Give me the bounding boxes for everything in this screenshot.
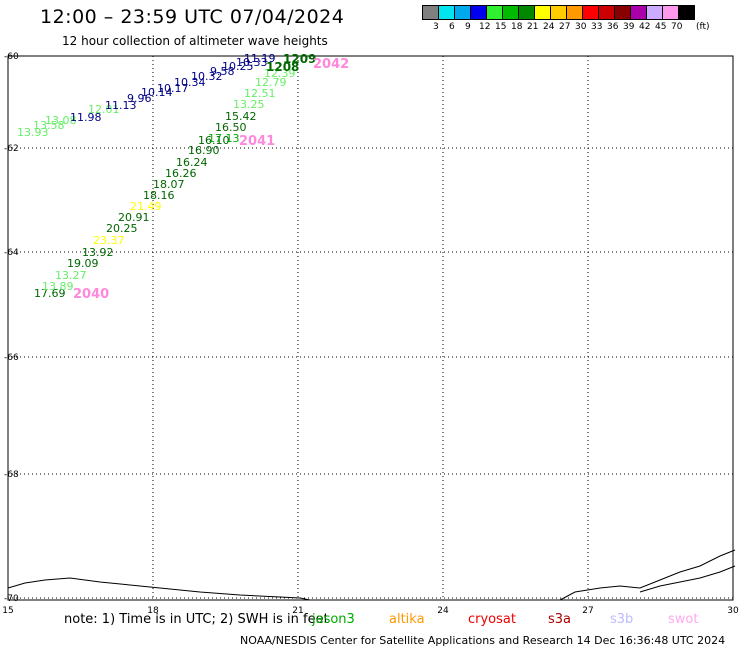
wave-height-label: 13.27 xyxy=(55,269,87,282)
y-tick-label: -68 xyxy=(4,470,19,480)
wave-height-label: 16.90 xyxy=(188,144,220,157)
wave-height-label: 10.14 xyxy=(141,86,173,99)
map-title: 12:00 – 23:59 UTC 07/04/2024 xyxy=(40,6,345,28)
legend-label: 70 xyxy=(671,22,683,32)
wave-height-label: 10.17 xyxy=(157,82,189,95)
x-tick-label: 27 xyxy=(582,606,593,616)
y-tick-label: -64 xyxy=(4,248,19,258)
wave-height-label: 1208 xyxy=(266,60,299,74)
satellite-tracks: 17.6913.8913.2719.0913.9223.3720.2520.91… xyxy=(17,52,349,302)
legend-label: 45 xyxy=(655,22,667,32)
track-id-label: 2040 xyxy=(73,287,109,302)
track-id-label: 2041 xyxy=(239,134,275,149)
coastline-fragment xyxy=(639,565,736,593)
map-frame xyxy=(7,55,734,601)
wave-height-label: 13.92 xyxy=(82,246,114,259)
legend-swatches xyxy=(422,5,695,20)
legend-label: 30 xyxy=(575,22,587,32)
wave-height-label: 23.37 xyxy=(93,234,125,247)
wave-height-label: 10.33 xyxy=(236,56,268,69)
wave-height-label: 18.16 xyxy=(143,189,175,202)
satellite-s3b: s3b xyxy=(610,612,634,627)
wave-height-label: 16.24 xyxy=(176,156,208,169)
antarctic-coastline-east xyxy=(559,549,736,601)
legend-label: 18 xyxy=(511,22,523,32)
legend-label: 15 xyxy=(495,22,507,32)
wave-height-label: 9.58 xyxy=(210,65,235,78)
wave-height-label: 19.09 xyxy=(67,257,99,270)
track-2042: 13.9313.5813.0812.0111.9811.139.9610.141… xyxy=(17,52,349,139)
y-tick-label: -70 xyxy=(4,594,19,604)
wave-height-label: 9.96 xyxy=(127,92,152,105)
y-tick-label: -60 xyxy=(4,52,19,62)
x-tick-label: 18 xyxy=(147,606,159,616)
legend-label: 6 xyxy=(449,22,455,32)
antarctic-coastline xyxy=(7,577,311,601)
satellite-altika: altika xyxy=(389,612,425,627)
legend-label: 9 xyxy=(465,22,471,32)
satellite-jason3: jason3 xyxy=(312,612,355,627)
wave-height-label: 17.13 xyxy=(208,132,240,145)
wave-height-label: 16.10 xyxy=(198,134,230,147)
legend-label: 12 xyxy=(479,22,491,32)
wave-height-label: 12.01 xyxy=(88,103,120,116)
wave-height-label: 20.91 xyxy=(118,211,150,224)
wave-height-label: 16.50 xyxy=(215,121,247,134)
x-tick-label: 30 xyxy=(727,606,739,616)
wave-height-legend: 3 6 9 12 15 18 21 24 27 30 33 36 39 42 45 70 (ft) xyxy=(422,5,710,32)
wave-height-label: 10.25 xyxy=(222,60,254,73)
legend-labels: 3 6 9 12 15 18 21 24 27 30 33 36 39 42 45 70 (ft) xyxy=(422,20,710,32)
x-tick-label: 24 xyxy=(437,606,449,616)
satellite-s3a: s3a xyxy=(548,612,572,627)
wave-height-label: 12.51 xyxy=(244,87,276,100)
wave-height-label: 13.08 xyxy=(45,114,77,127)
wave-height-label: 13.25 xyxy=(233,98,265,111)
legend-unit: (ft) xyxy=(696,22,710,32)
wave-height-label: 18.07 xyxy=(153,178,185,191)
credit-line: NOAA/NESDIS Center for Satellite Applica… xyxy=(240,634,726,647)
axis-ticks: 15 18 21 24 27 30 -60 -62 -64 -66 -68 -70 xyxy=(2,52,739,616)
wave-height-label: 17.69 xyxy=(34,287,66,300)
wave-height-label: 13.93 xyxy=(17,126,49,139)
wave-height-label: 12.79 xyxy=(255,76,287,89)
legend-label: 24 xyxy=(543,22,555,32)
wave-height-label: 13.89 xyxy=(42,280,74,293)
wave-height-label: 11.13 xyxy=(105,99,137,112)
wave-height-label: 1209 xyxy=(283,52,316,66)
wave-height-label: 10.32 xyxy=(191,70,223,83)
legend-label: 33 xyxy=(591,22,603,32)
track-2040: 17.6913.8913.2719.0913.9223.3720.2520.91… xyxy=(34,110,257,302)
x-tick-label: 21 xyxy=(292,606,303,616)
wave-height-label: 10.34 xyxy=(174,76,206,89)
legend-label: 21 xyxy=(527,22,539,32)
y-tick-label: -62 xyxy=(4,144,19,154)
track-id-label: 2042 xyxy=(313,57,349,72)
wave-height-label: 21.49 xyxy=(130,200,162,213)
legend-swatch xyxy=(678,5,695,20)
satellite-cryosat: cryosat xyxy=(468,612,516,627)
legend-label: 27 xyxy=(559,22,571,32)
y-tick-label: -66 xyxy=(4,353,19,363)
graticule xyxy=(7,55,734,601)
footnote: note: 1) Time is in UTC; 2) SWH is in fe… xyxy=(64,612,329,627)
wave-height-label: 13.58 xyxy=(33,119,65,132)
satellite-swot: swot xyxy=(668,612,699,627)
wave-height-label: 11.98 xyxy=(70,111,102,124)
wave-height-label: 20.25 xyxy=(106,222,138,235)
legend-label: 36 xyxy=(607,22,619,32)
map-subtitle: 12 hour collection of altimeter wave hei… xyxy=(62,34,328,48)
wave-height-label: 12.39 xyxy=(264,67,296,80)
legend-label: 3 xyxy=(433,22,439,32)
x-tick-label: 15 xyxy=(2,606,13,616)
legend-label: 42 xyxy=(639,22,651,32)
wave-height-label: 11.19 xyxy=(244,52,276,65)
legend-label: 39 xyxy=(623,22,635,32)
wave-height-label: 15.42 xyxy=(225,110,257,123)
wave-height-label: 16.26 xyxy=(165,167,197,180)
